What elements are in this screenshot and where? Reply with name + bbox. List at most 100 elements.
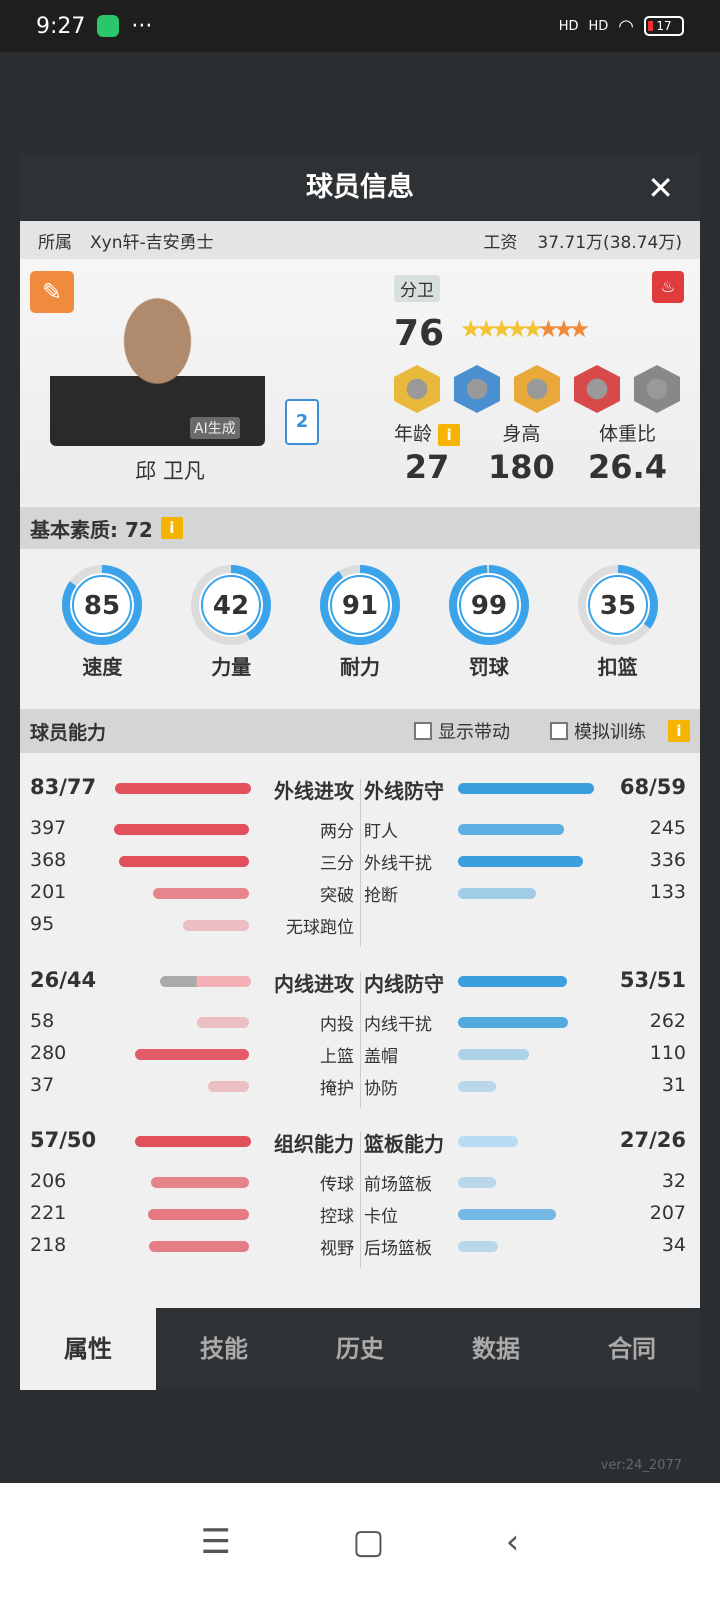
progress-ring: 99: [448, 565, 529, 645]
stat-label: 前场篮板: [364, 1175, 432, 1195]
attribute-label: 耐力: [339, 655, 380, 679]
group-title: 内线进攻: [274, 972, 354, 996]
stat-label: 盯人: [364, 822, 398, 842]
stat-value: 95: [30, 913, 55, 935]
stat-label: 两分: [320, 822, 354, 842]
group-score: 27/26: [619, 1128, 686, 1152]
progress-ring: 35: [577, 565, 658, 645]
stat-value: 32: [661, 1170, 686, 1192]
stat-value: 58: [30, 1010, 55, 1032]
stat-label: 后场篮板: [364, 1239, 432, 1259]
show-boost-checkbox[interactable]: 显示带动: [414, 718, 510, 744]
attribute-0: 85 速度: [57, 561, 147, 709]
skill-badge-icon[interactable]: [514, 365, 560, 413]
stat-label: 掩护: [320, 1079, 354, 1099]
divider: [360, 1132, 361, 1268]
attribute-value: 99: [471, 591, 507, 621]
player-portrait: [50, 271, 265, 446]
stat-bar: [458, 1209, 556, 1220]
star-icon: ★: [568, 315, 590, 343]
attribute-3: 99 罚球: [444, 561, 534, 709]
group-title: 外线进攻: [274, 779, 354, 803]
stat-bar: [151, 1177, 249, 1188]
fire-icon[interactable]: ♨: [652, 271, 684, 303]
stat-label: 传球: [320, 1175, 354, 1195]
stat-label: 视野: [320, 1239, 354, 1259]
more-notifications-icon: ···: [131, 13, 153, 39]
jersey-number: 2: [285, 399, 319, 445]
player-info-modal: 球员信息 ✕ 所属 Xyn轩-吉安勇士 工资 37.71万(38.74万) ✎ …: [20, 155, 700, 1390]
attribute-4: 35 扣篮: [573, 561, 663, 709]
battery-icon: 17: [644, 16, 684, 36]
divider: [360, 972, 361, 1108]
info-icon[interactable]: i: [668, 720, 690, 742]
menu-button[interactable]: ☰: [200, 1521, 232, 1562]
attribute-value: 35: [599, 591, 635, 621]
stat-bar: [458, 1177, 497, 1188]
tab-1[interactable]: 技能: [200, 1335, 248, 1363]
info-icon[interactable]: i: [438, 423, 461, 446]
back-button[interactable]: ‹: [505, 1521, 520, 1562]
attribute-value: 91: [342, 591, 378, 621]
ability-label: 球员能力: [30, 721, 107, 744]
app-notification-icon: [97, 15, 120, 37]
badge-list: [394, 365, 680, 413]
stat-value: 207: [649, 1202, 686, 1224]
tab-3[interactable]: 数据: [472, 1335, 520, 1363]
progress-ring: 91: [319, 565, 400, 645]
attribute-1: 42 力量: [186, 561, 276, 709]
close-button[interactable]: ✕: [647, 169, 674, 207]
group-bar: [458, 783, 594, 794]
ai-generated-tag: AI生成: [190, 417, 240, 439]
tab-2[interactable]: 历史: [336, 1335, 384, 1363]
overall-rating: 76: [394, 313, 445, 354]
progress-ring: 85: [62, 565, 143, 645]
stat-value: 34: [661, 1234, 686, 1256]
stat-bar: [152, 888, 249, 899]
stat-label: 卡位: [364, 1207, 398, 1227]
stat-bar: [182, 920, 249, 931]
tab-0[interactable]: 属性: [20, 1308, 156, 1390]
home-button[interactable]: ▢: [352, 1521, 385, 1562]
team-label: 所属: [38, 232, 72, 253]
stat-bar: [113, 824, 249, 835]
signal-icon-2: HD: [588, 18, 609, 34]
salary-label: 工资: [483, 232, 518, 253]
basic-quality-bar: 基本素质: 72 i: [20, 507, 700, 549]
stat-bar: [207, 1081, 249, 1092]
stat-label: 盖帽: [364, 1047, 398, 1067]
stat-bar: [148, 1241, 249, 1252]
modal-title: 球员信息: [306, 172, 414, 203]
skill-badge-icon[interactable]: [634, 365, 680, 413]
stat-value: 218: [30, 1234, 67, 1256]
stat-label: 抢断: [364, 886, 398, 906]
tab-bar: 属性 技能 历史 数据 合同: [20, 1308, 700, 1390]
stat-bar: [135, 1049, 249, 1060]
stat-label: 外线干扰: [364, 854, 432, 874]
stat-value: 368: [30, 849, 67, 871]
group-score: 26/44: [30, 968, 97, 992]
stat-label: 内投: [320, 1015, 354, 1035]
stat-value: 397: [30, 817, 67, 839]
modal-header: 球员信息 ✕: [20, 155, 700, 221]
group-title: 外线防守: [364, 779, 444, 803]
star-icon: ★: [522, 315, 543, 343]
wifi-icon: ◠: [618, 15, 634, 37]
info-icon[interactable]: i: [160, 517, 183, 539]
stat-label: 三分: [320, 854, 354, 874]
stat-label: 上篮: [320, 1047, 354, 1067]
group-score: 53/51: [619, 968, 686, 992]
stat-bar: [458, 856, 583, 867]
sim-training-checkbox[interactable]: 模拟训练: [550, 718, 646, 744]
skill-badge-icon[interactable]: [454, 365, 500, 413]
tab-4[interactable]: 合同: [608, 1335, 656, 1363]
basic-attributes: 85 速度 42 力量 91 耐力 99 罚球 35 扣篮: [20, 549, 700, 709]
skill-badge-icon[interactable]: [394, 365, 440, 413]
stat-value: 31: [661, 1074, 686, 1096]
star-icon: ★: [537, 315, 559, 343]
group-score: 68/59: [619, 775, 686, 799]
star-icon: ★: [506, 315, 528, 343]
skill-badge-icon[interactable]: [574, 365, 620, 413]
player-profile: ✎ AI生成 邱 卫凡 2 分卫 ♨ 76 ★★★★★★★★ 年龄 i27 身高…: [20, 259, 700, 504]
ability-stats: 83/77 外线进攻 外线防守 68/59 397 两分 368 三分 201 突破 95 无球跑位 盯…: [20, 753, 700, 1313]
